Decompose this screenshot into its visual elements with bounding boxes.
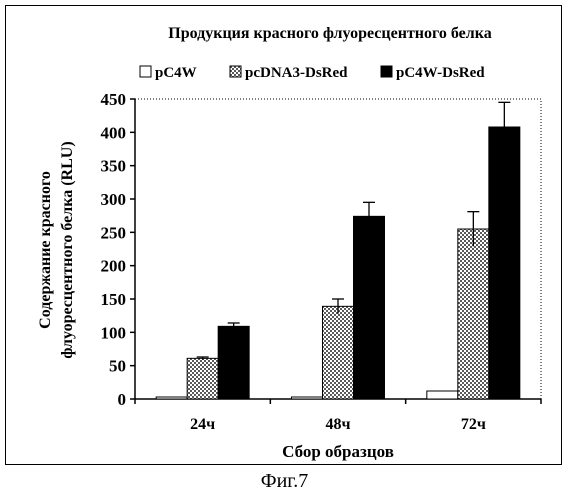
chart-legend: pC4W pcDNA3-DsRed pC4W-DsRed [140,65,485,81]
x-tick-label: 72ч [461,416,486,433]
y-axis-label: Содержание красного флуоресцентного белк… [37,141,76,358]
y-tick-label: 50 [109,357,126,376]
chart-title: Продукция красного флуоресцентного белка [168,25,491,42]
legend-swatch-pc4w [140,66,151,77]
y-tick-label: 0 [118,390,127,409]
figure-caption: Фиг.7 [0,470,569,493]
bar-pc4w-0 [156,397,187,399]
x-tick-label: 48ч [325,416,350,433]
bar-pc4w-dsred-2 [489,127,520,399]
y-tick-label: 400 [101,123,127,142]
bar-chart: Продукция красного флуоресцентного белка… [0,0,569,470]
x-axis-ticks: 24ч 48ч 72ч [135,399,541,433]
legend-label-pc4w-dsred: pC4W-DsRed [396,65,485,81]
bar-pcdna3-dsred-0 [187,358,218,399]
x-axis-label: Сбор образцов [282,442,394,461]
bar-pcdna3-dsred-1 [323,306,354,399]
y-axis-ticks: 0 50 100 150 200 250 300 350 400 450 [101,90,136,409]
y-axis-label-line2: флуоресцентного белка (RLU) [59,141,76,358]
bar-pcdna3-dsred-2 [458,229,489,399]
bar-pc4w-dsred-1 [354,216,385,399]
y-tick-label: 450 [101,90,127,109]
legend-label-pc4w: pC4W [155,65,197,81]
y-tick-label: 100 [101,323,127,342]
bar-pc4w-2 [427,391,458,399]
x-tick-label: 24ч [190,416,215,433]
bar-pc4w-dsred-0 [218,326,249,399]
y-tick-label: 250 [101,223,127,242]
y-axis-label-line1: Содержание красного [37,171,54,329]
legend-label-pcdna3-dsred: pcDNA3-DsRed [245,65,348,81]
y-tick-label: 350 [101,157,127,176]
bar-pc4w-1 [292,397,323,399]
bars [156,127,520,399]
legend-swatch-pc4w-dsred [381,66,392,77]
y-tick-label: 150 [101,290,127,309]
y-tick-label: 300 [101,190,127,209]
y-tick-label: 200 [101,257,127,276]
legend-swatch-pcdna3-dsred [230,66,241,77]
